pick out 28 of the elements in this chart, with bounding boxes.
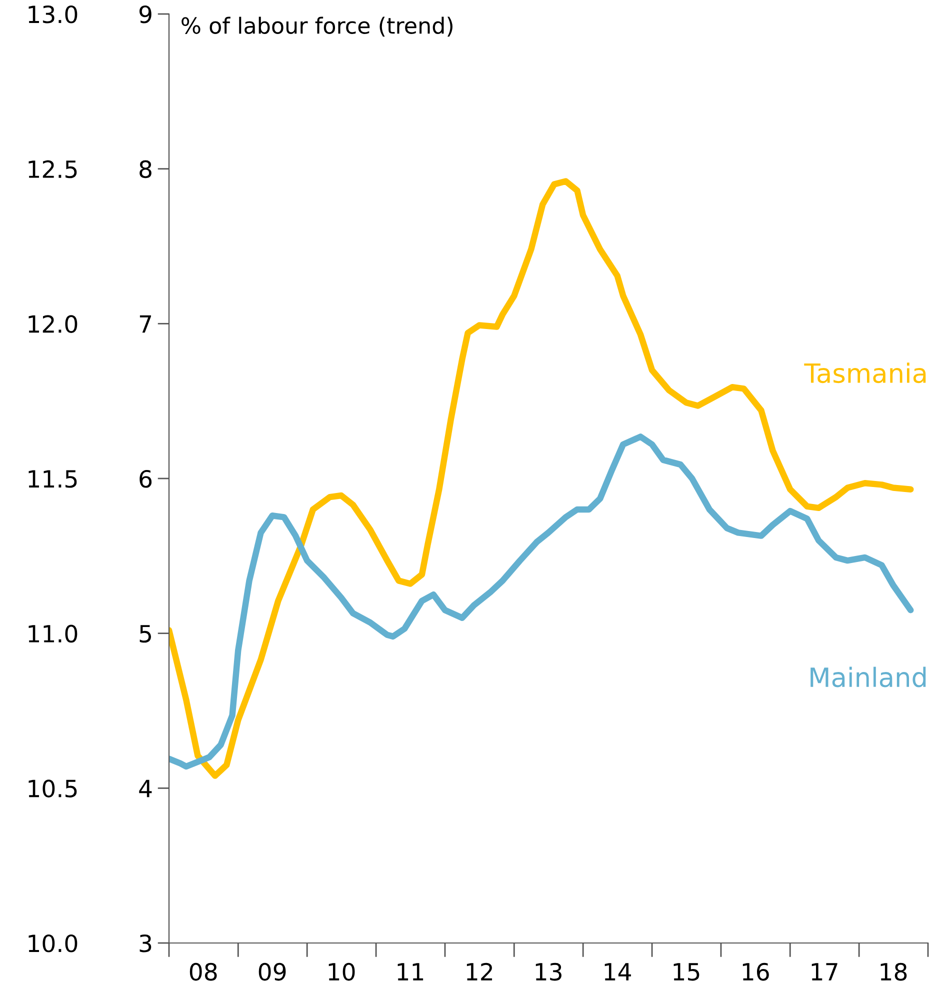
x-tick-label: 08	[190, 962, 217, 981]
x-tick-label: 18	[880, 962, 907, 981]
x-tick-label: 17	[812, 963, 838, 980]
x-tick-label: 16	[742, 962, 769, 981]
x-tick-label: 11	[398, 963, 424, 980]
y-tick-label: 4	[139, 780, 152, 798]
x-tick-label: 12	[466, 962, 492, 980]
y2-tick-label: 11.0	[28, 624, 78, 643]
x-tick-label: 10	[328, 962, 355, 981]
y-tick-label: 5	[140, 625, 151, 643]
y2-tick-label: 11.5	[28, 470, 77, 488]
y-tick-label: 9	[139, 5, 152, 24]
y2-tick-label: 10.0	[28, 934, 78, 952]
y-tick-label: 7	[140, 315, 152, 333]
y-tick-label: 8	[140, 160, 152, 178]
x-tick-label: 14	[604, 963, 631, 980]
y2-tick-label: 13.0	[28, 5, 78, 24]
x-tick-label: 09	[258, 962, 286, 981]
y-axis-title: % of labour force (trend)	[182, 16, 452, 37]
y2-tick-label: 12.0	[28, 315, 78, 333]
x-tick-label: 15	[674, 963, 700, 981]
y-tick-label: 3	[140, 934, 152, 952]
series-label: Tasmania	[804, 362, 926, 384]
text: Mainland	[810, 666, 926, 688]
x-tick-label: 13	[536, 962, 562, 981]
y2-tick-label: 12.5	[28, 160, 77, 178]
y-tick-label: 6	[140, 470, 152, 488]
y2-tick-label: 10.5	[28, 780, 77, 798]
